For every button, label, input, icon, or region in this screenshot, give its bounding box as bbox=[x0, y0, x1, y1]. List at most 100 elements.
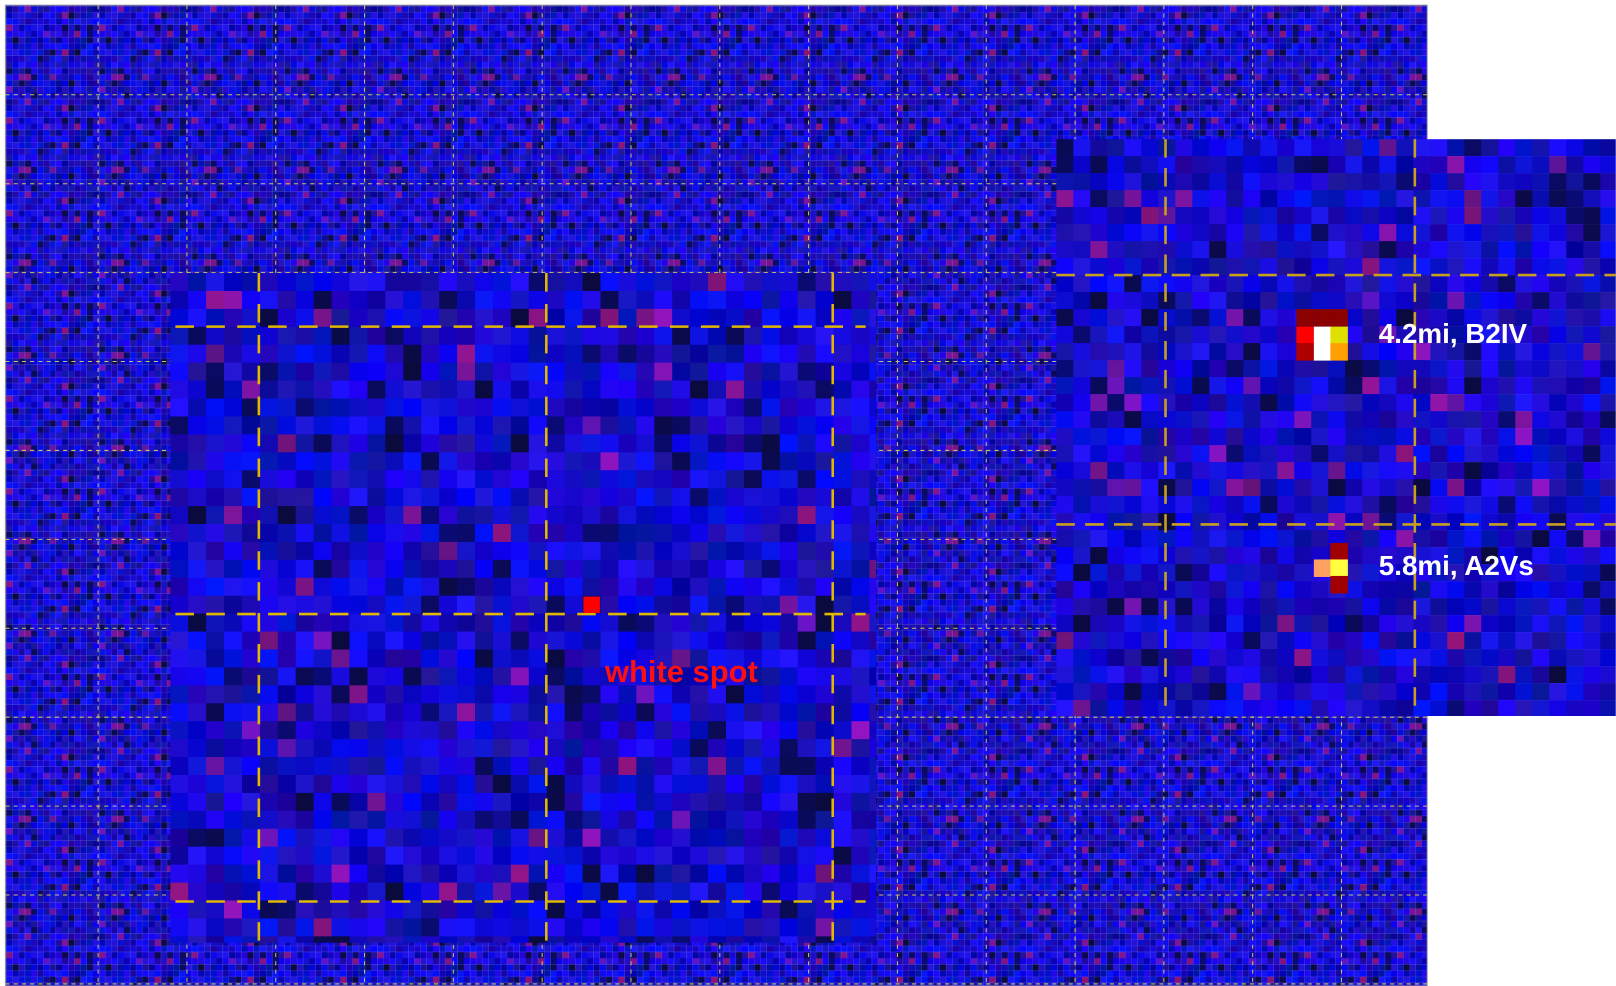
pixel bbox=[314, 506, 332, 524]
pixel bbox=[618, 739, 636, 757]
pixel bbox=[278, 721, 296, 739]
pixel bbox=[296, 721, 314, 739]
pixel bbox=[493, 721, 511, 739]
pixel bbox=[457, 775, 475, 793]
pixel bbox=[618, 757, 636, 775]
pixel bbox=[1158, 156, 1175, 173]
pixel bbox=[242, 793, 260, 811]
pixel bbox=[1107, 700, 1124, 717]
pixel bbox=[1600, 139, 1616, 156]
pixel bbox=[672, 434, 690, 452]
pixel bbox=[780, 918, 798, 936]
pixel bbox=[1464, 377, 1481, 394]
pixel bbox=[565, 345, 583, 363]
pixel bbox=[600, 309, 618, 327]
pixel bbox=[1328, 632, 1345, 649]
pixel bbox=[690, 900, 708, 918]
pixel bbox=[1481, 496, 1498, 513]
pixel bbox=[798, 739, 816, 757]
pixel bbox=[618, 542, 636, 560]
pixel bbox=[1243, 224, 1260, 241]
pixel bbox=[332, 416, 350, 434]
pixel bbox=[726, 542, 744, 560]
pixel bbox=[762, 757, 780, 775]
pixel bbox=[1549, 513, 1566, 530]
pixel bbox=[1056, 377, 1073, 394]
pixel bbox=[547, 703, 565, 721]
pixel bbox=[1141, 343, 1158, 360]
pixel bbox=[278, 434, 296, 452]
pixel bbox=[242, 578, 260, 596]
pixel bbox=[1192, 394, 1209, 411]
pixel bbox=[314, 327, 332, 345]
pixel bbox=[798, 345, 816, 363]
pixel bbox=[1396, 394, 1413, 411]
pixel bbox=[780, 452, 798, 470]
pixel bbox=[1583, 530, 1600, 547]
pixel bbox=[170, 452, 188, 470]
pixel bbox=[762, 721, 780, 739]
pixel bbox=[385, 667, 403, 685]
pixel bbox=[1566, 190, 1583, 207]
pixel bbox=[350, 847, 368, 865]
pixel bbox=[851, 309, 869, 327]
pixel bbox=[1532, 411, 1549, 428]
pixel bbox=[439, 381, 457, 399]
pixel bbox=[332, 829, 350, 847]
pixel bbox=[421, 434, 439, 452]
pixel bbox=[1430, 445, 1447, 462]
pixel bbox=[1396, 598, 1413, 615]
pixel bbox=[600, 434, 618, 452]
pixel bbox=[296, 399, 314, 417]
pixel bbox=[1566, 241, 1583, 258]
pixel bbox=[1498, 632, 1515, 649]
pixel bbox=[636, 542, 654, 560]
pixel bbox=[170, 470, 188, 488]
pixel bbox=[1124, 275, 1141, 292]
pixel bbox=[188, 506, 206, 524]
pixel bbox=[403, 363, 421, 381]
pixel bbox=[242, 327, 260, 345]
pixel bbox=[1141, 326, 1158, 343]
pixel bbox=[1141, 207, 1158, 224]
pixel bbox=[600, 721, 618, 739]
pixel bbox=[457, 632, 475, 650]
pixel bbox=[224, 524, 242, 542]
pixel bbox=[439, 363, 457, 381]
pixel bbox=[1090, 615, 1107, 632]
pixel bbox=[816, 578, 834, 596]
pixel bbox=[1515, 649, 1532, 666]
pixel bbox=[457, 829, 475, 847]
pixel bbox=[672, 757, 690, 775]
pixel bbox=[1073, 292, 1090, 309]
pixel bbox=[367, 667, 385, 685]
pixel bbox=[1175, 547, 1192, 564]
pixel bbox=[403, 434, 421, 452]
pixel bbox=[1464, 513, 1481, 530]
pixel bbox=[834, 416, 852, 434]
pixel bbox=[1073, 139, 1090, 156]
pixel bbox=[367, 847, 385, 865]
pixel bbox=[1209, 411, 1226, 428]
pixel bbox=[314, 650, 332, 668]
pixel bbox=[314, 291, 332, 309]
pixel bbox=[547, 345, 565, 363]
pixel bbox=[1073, 615, 1090, 632]
pixel bbox=[1192, 547, 1209, 564]
pixel bbox=[511, 847, 529, 865]
pixel bbox=[654, 363, 672, 381]
pixel bbox=[1209, 139, 1226, 156]
pixel bbox=[1158, 343, 1175, 360]
pixel bbox=[529, 488, 547, 506]
pixel bbox=[457, 685, 475, 703]
pixel bbox=[1362, 411, 1379, 428]
pixel bbox=[636, 632, 654, 650]
pixel bbox=[1107, 173, 1124, 190]
pixel bbox=[1362, 666, 1379, 683]
pixel bbox=[1141, 292, 1158, 309]
pixel bbox=[618, 918, 636, 936]
pixel bbox=[690, 434, 708, 452]
pixel bbox=[583, 793, 601, 811]
pixel bbox=[1175, 649, 1192, 666]
pixel bbox=[1175, 445, 1192, 462]
